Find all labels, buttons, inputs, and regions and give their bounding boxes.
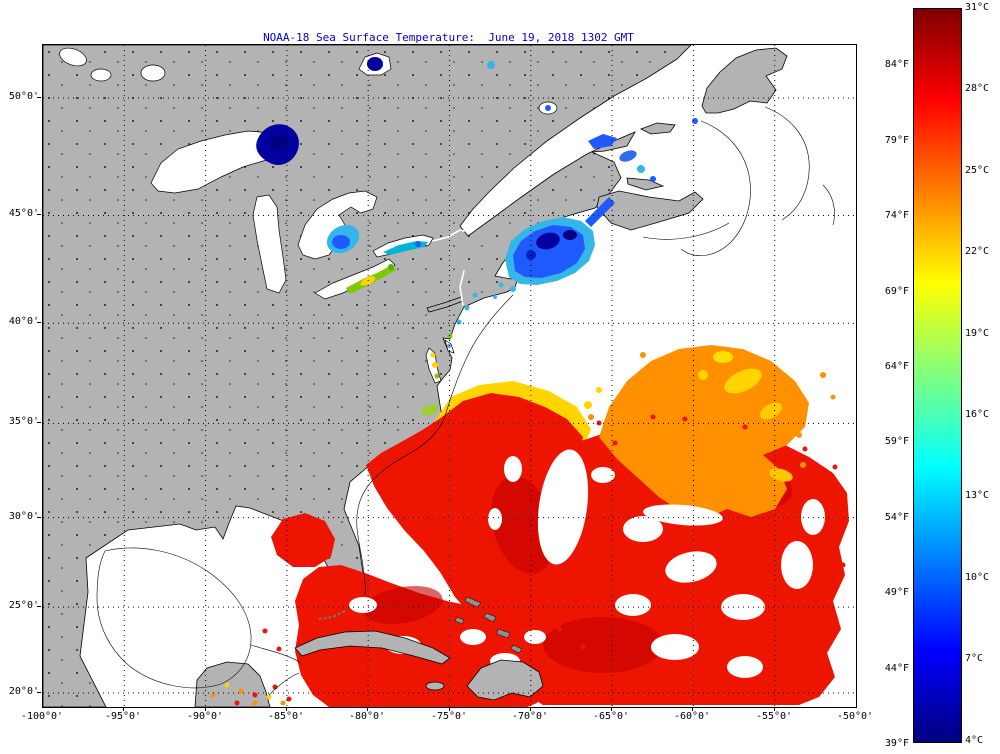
- bathymetry-contours: [96, 106, 835, 696]
- graticule-gridlines: [43, 45, 856, 707]
- x-tick-label: -90°0': [186, 711, 224, 722]
- celsius-label: 10°C: [965, 572, 990, 583]
- cuba: [294, 630, 451, 665]
- caribbean-islands: [294, 596, 544, 701]
- cold-sst-data: [256, 57, 698, 416]
- newfoundland: [701, 47, 788, 114]
- y-tick-label: 30°0': [8, 511, 39, 522]
- y-tick-mark: [37, 517, 41, 518]
- x-tick-mark: [205, 707, 206, 711]
- hispaniola: [466, 659, 544, 701]
- fahrenheit-label: 84°F: [884, 59, 909, 70]
- x-tick-mark: [774, 707, 775, 711]
- celsius-label: 13°C: [965, 490, 990, 501]
- lake-huron: [297, 190, 378, 260]
- map-frame: [42, 44, 857, 708]
- y-tick-label: 50°0': [8, 91, 39, 102]
- y-tick-label: 20°0': [8, 686, 39, 697]
- celsius-label: 28°C: [965, 83, 990, 94]
- lake-michigan: [252, 194, 287, 294]
- y-tick-mark: [37, 606, 41, 607]
- y-tick-label: 40°0': [8, 316, 39, 327]
- x-tick-label: -55°0': [755, 711, 793, 722]
- x-tick-label: -95°0': [104, 711, 142, 722]
- x-tick-label: -80°0': [348, 711, 386, 722]
- y-tick-label: 25°0': [8, 600, 39, 611]
- page-title: NOAA-18 Sea Surface Temperature: June 19…: [263, 31, 634, 44]
- anticosti-island: [640, 122, 676, 135]
- celsius-label: 25°C: [965, 165, 990, 176]
- x-tick-label: -60°0': [673, 711, 711, 722]
- hudson-river: [459, 270, 465, 306]
- north-land-islands: [194, 47, 788, 707]
- x-tick-label: -65°0': [592, 711, 630, 722]
- y-tick-label: 45°0': [8, 208, 39, 219]
- x-tick-mark: [286, 707, 287, 711]
- celsius-label: 7°C: [965, 653, 984, 664]
- y-tick-label: 35°0': [8, 416, 39, 427]
- fahrenheit-label: 49°F: [884, 587, 909, 598]
- fahrenheit-label: 59°F: [884, 436, 909, 447]
- nova-scotia: [596, 190, 704, 231]
- x-tick-mark: [449, 707, 450, 711]
- lake-erie: [314, 258, 396, 300]
- x-tick-mark: [530, 707, 531, 711]
- y-tick-mark: [37, 97, 41, 98]
- celsius-label: 4°C: [965, 735, 984, 746]
- cloud-gaps: [349, 449, 825, 678]
- sst-map-canvas: [43, 45, 856, 707]
- fahrenheit-label: 39°F: [884, 738, 909, 749]
- celsius-label: 31°C: [965, 2, 990, 13]
- y-tick-mark: [37, 322, 41, 323]
- fahrenheit-label: 69°F: [884, 286, 909, 297]
- x-tick-label: -85°0': [267, 711, 305, 722]
- florida-keys: [318, 610, 346, 620]
- x-tick-mark: [611, 707, 612, 711]
- fahrenheit-label: 44°F: [884, 663, 909, 674]
- y-tick-mark: [37, 214, 41, 215]
- x-tick-mark: [367, 707, 368, 711]
- jamaica: [425, 681, 445, 691]
- colorbar-gradient: [913, 8, 962, 743]
- x-tick-label: -75°0': [430, 711, 468, 722]
- x-tick-label: -70°0': [511, 711, 549, 722]
- fahrenheit-label: 54°F: [884, 512, 909, 523]
- celsius-label: 19°C: [965, 328, 990, 339]
- gulf-stream-eddies-sst: [599, 345, 809, 519]
- celsius-label: 22°C: [965, 246, 990, 257]
- fahrenheit-label: 74°F: [884, 210, 909, 221]
- celsius-label: 16°C: [965, 409, 990, 420]
- warm-sst-data: [210, 345, 849, 707]
- st-lawrence-river: [432, 229, 465, 242]
- x-tick-mark: [123, 707, 124, 711]
- gulf-patch-sst: [271, 513, 335, 567]
- fahrenheit-label: 79°F: [884, 135, 909, 146]
- x-tick-label: -100°0': [20, 711, 64, 722]
- y-tick-mark: [37, 422, 41, 423]
- y-tick-mark: [37, 692, 41, 693]
- x-tick-mark: [692, 707, 693, 711]
- x-tick-label: -50°0': [836, 711, 874, 722]
- prince-edward-island: [626, 177, 665, 191]
- fahrenheit-label: 64°F: [884, 361, 909, 372]
